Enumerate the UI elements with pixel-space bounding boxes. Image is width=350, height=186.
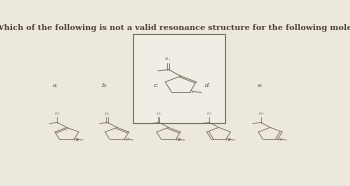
Text: :O:: :O: xyxy=(104,112,111,116)
Text: e.: e. xyxy=(258,83,264,88)
Text: 3. Which of the following is not a valid resonance structure for the following m: 3. Which of the following is not a valid… xyxy=(0,25,350,33)
Text: :O•: :O• xyxy=(257,112,264,116)
Text: N: N xyxy=(175,138,178,142)
Text: +: + xyxy=(280,137,282,140)
Text: :O•: :O• xyxy=(53,112,61,116)
Text: b.: b. xyxy=(102,83,108,88)
Text: N: N xyxy=(225,138,229,142)
Text: N: N xyxy=(73,138,77,142)
Text: N: N xyxy=(123,138,127,142)
Bar xyxy=(133,34,225,123)
Text: :O•: :O• xyxy=(205,112,212,116)
Text: +: + xyxy=(126,137,129,140)
Text: N: N xyxy=(189,90,193,94)
Text: :O:: :O: xyxy=(155,112,162,116)
Text: N: N xyxy=(276,138,280,142)
Text: d.: d. xyxy=(205,83,211,88)
Text: :O:: :O: xyxy=(164,57,172,61)
Text: c.: c. xyxy=(154,83,159,88)
Text: a.: a. xyxy=(53,83,59,88)
